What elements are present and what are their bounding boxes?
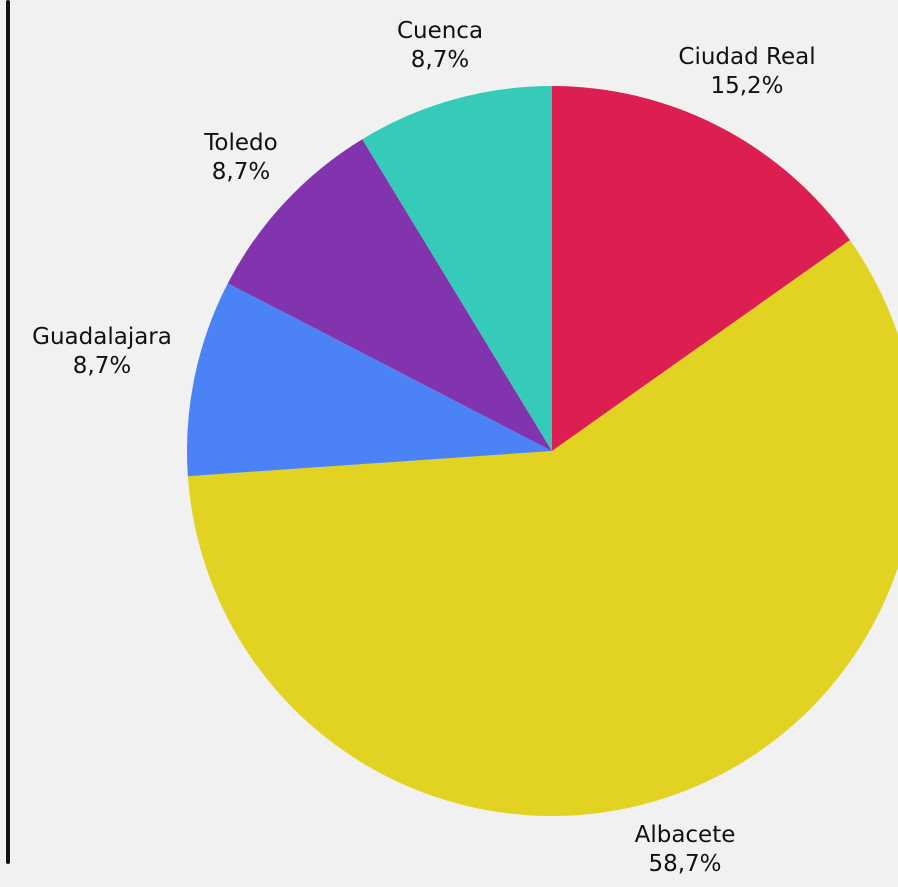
slice-label: Albacete <box>635 822 736 848</box>
slice-label: Ciudad Real <box>678 44 815 70</box>
left-border-rule <box>6 0 10 864</box>
pie-slice-albacete <box>187 240 898 816</box>
pie-labels: Ciudad Real 15,2% Albacete 58,7% Guadalajara… <box>32 18 815 877</box>
slice-label: Cuenca <box>397 18 483 44</box>
slice-percent-label: 8,7% <box>212 159 270 185</box>
slice-percent-label: 8,7% <box>73 353 131 379</box>
pie-slice-toledo <box>227 139 552 452</box>
pie-slice-ciudad-real <box>552 86 850 451</box>
slice-percent-label: 15,2% <box>710 73 783 99</box>
slice-label: Guadalajara <box>32 324 172 350</box>
slice-percent-label: 8,7% <box>411 47 469 73</box>
pie-slice-cuenca <box>362 86 552 451</box>
slice-label: Toledo <box>203 130 277 156</box>
pie-slice-guadalajara <box>186 283 552 477</box>
pie-slices <box>186 86 898 816</box>
slice-percent-label: 58,7% <box>648 851 721 877</box>
